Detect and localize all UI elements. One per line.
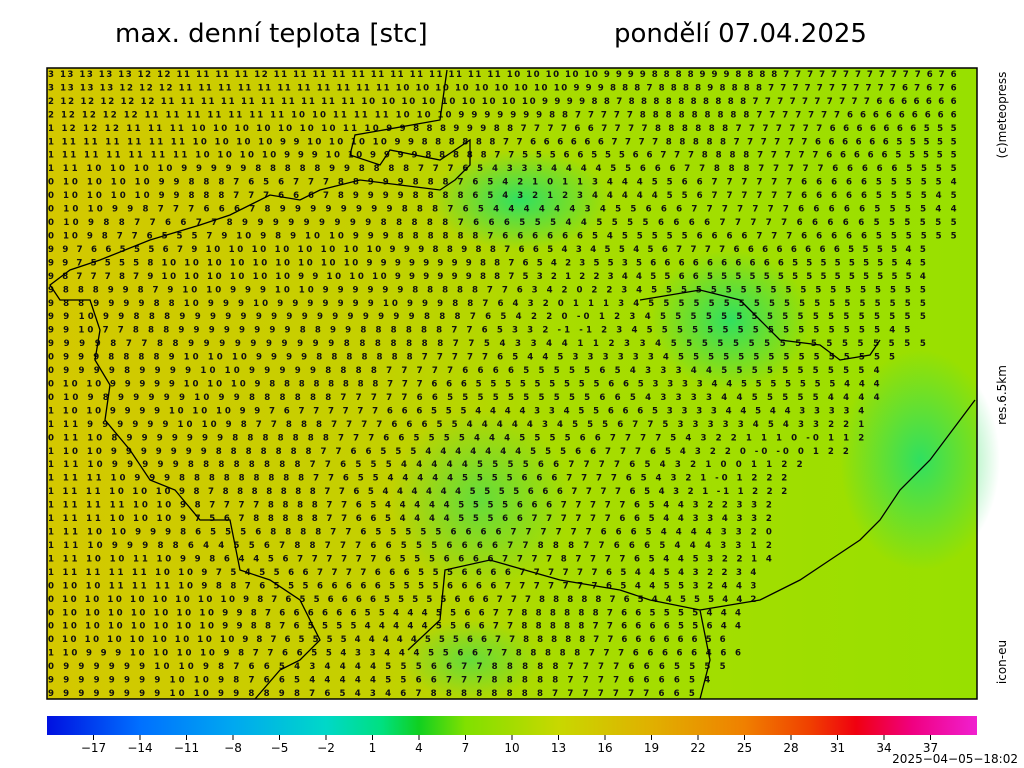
colorbar-label: −5 <box>271 741 289 755</box>
colorbar-label: 1 <box>369 741 377 755</box>
cold-area <box>390 410 570 590</box>
row-values: 0 10 10 10 10 10 10 10 10 9 8 7 6 5 5 5 … <box>48 635 726 645</box>
row-values: 0 10 10 10 10 10 10 10 9 9 8 8 7 6 5 5 5… <box>48 622 741 632</box>
row-values: 9 9 10 9 9 8 8 8 9 9 9 9 9 9 9 9 9 9 9 9… <box>48 312 926 322</box>
row-values: 0 10 9 8 7 7 6 5 5 5 7 9 10 9 8 9 10 10 … <box>48 231 957 241</box>
row-values: 1 11 10 9 9 9 8 8 6 4 4 5 5 6 7 8 8 7 7 … <box>48 541 772 551</box>
row-values: 0 9 9 9 9 9 9 10 10 9 8 7 6 6 5 4 3 4 4 … <box>48 662 726 672</box>
colorbar-label: −11 <box>174 741 199 755</box>
colorbar-label: −8 <box>224 741 242 755</box>
colorbar-label: 28 <box>783 741 798 755</box>
colorbar-label: 25 <box>737 741 752 755</box>
cold-area <box>650 250 810 390</box>
row-values: 1 11 10 10 11 10 9 9 8 6 4 4 5 6 7 7 7 7… <box>48 554 772 564</box>
row-values: 3 13 13 13 12 12 12 11 11 11 11 11 11 11… <box>48 83 957 93</box>
row-values: 1 10 10 9 9 9 9 10 10 10 9 9 7 6 7 7 7 7… <box>48 406 864 416</box>
colorbar-label: 10 <box>504 741 519 755</box>
row-values: 1 11 11 11 10 10 9 8 7 7 7 7 8 8 8 8 7 7… <box>48 501 772 511</box>
colorbar-label: 31 <box>830 741 845 755</box>
row-values: 1 11 10 10 10 10 9 9 9 9 9 8 8 8 8 8 9 9… <box>48 164 957 174</box>
colorbar-label: 19 <box>644 741 659 755</box>
cold-area <box>430 150 610 250</box>
row-values: 1 11 10 9 9 9 9 9 8 8 8 8 8 8 8 8 7 7 6 … <box>48 460 803 470</box>
colorbar <box>47 716 977 735</box>
row-values: 1 10 9 9 9 10 10 10 10 9 8 7 7 6 6 5 5 4… <box>48 649 741 659</box>
row-values: 1 11 11 11 11 11 11 10 10 10 10 9 9 10 1… <box>48 137 957 147</box>
map-frame <box>46 67 978 700</box>
row-values: 1 11 11 10 9 9 9 8 8 8 8 8 8 8 8 8 7 7 6… <box>48 474 787 484</box>
colorbar-label: −17 <box>81 741 106 755</box>
cold-area <box>400 620 540 700</box>
border <box>49 69 976 700</box>
row-values: 1 11 10 10 9 9 9 8 6 5 5 5 6 8 8 8 8 7 7… <box>48 528 772 538</box>
row-values: 3 13 13 13 13 12 12 11 11 11 11 12 11 11… <box>48 70 957 80</box>
row-values: 9 9 9 9 9 9 9 9 10 10 9 9 8 8 9 8 7 6 5 … <box>48 689 695 699</box>
row-values: 9 8 8 9 9 9 9 8 8 10 9 9 9 10 9 9 9 9 9 … <box>48 299 926 309</box>
row-values: 1 11 11 11 11 11 11 10 10 10 10 9 9 9 10… <box>48 151 957 161</box>
row-values: 0 10 10 10 10 9 9 8 8 8 7 7 7 6 6 6 7 8 … <box>48 191 957 201</box>
row-values: 9 9 9 9 9 9 9 9 10 10 9 8 7 6 6 5 4 4 4 … <box>48 676 710 686</box>
date: pondělí 07.04.2025 <box>614 19 867 49</box>
row-values: 9 9 9 9 8 7 7 8 8 9 9 9 9 9 9 9 9 9 9 8 … <box>48 339 926 349</box>
colorbar-label: 16 <box>597 741 612 755</box>
row-values: 9 9 7 6 6 5 5 5 6 7 9 10 10 10 10 10 10 … <box>48 245 926 255</box>
row-values: 0 10 10 10 10 10 10 10 9 9 8 7 6 6 6 6 6… <box>48 608 741 618</box>
row-values: 0 9 9 9 9 8 9 9 9 9 10 10 9 9 9 9 9 8 8 … <box>48 366 880 376</box>
row-values: 0 10 10 10 10 9 9 8 8 8 7 6 5 6 7 7 7 8 … <box>48 178 957 188</box>
row-values: 1 12 12 12 11 11 11 10 10 10 10 10 10 10… <box>48 124 957 134</box>
row-values: 0 10 10 9 9 9 9 9 10 10 10 9 8 8 8 8 8 8… <box>48 380 880 390</box>
row-values: 0 10 10 9 9 8 7 7 7 6 6 6 7 8 9 9 9 9 9 … <box>48 205 957 215</box>
title: max. denní teplota [stc] <box>115 19 428 49</box>
row-values: 9 8 8 8 9 9 8 7 9 10 10 9 9 9 10 10 9 9 … <box>48 285 926 295</box>
row-values: 1 11 11 10 10 10 9 7 5 6 7 8 8 8 8 8 7 7… <box>48 514 772 524</box>
colorbar-label: −2 <box>317 741 335 755</box>
colorbar-label: 4 <box>415 741 423 755</box>
row-values: 2 12 12 12 12 12 11 11 11 11 11 11 11 11… <box>48 97 957 107</box>
row-values: 0 10 9 8 9 9 9 9 9 10 9 9 8 8 8 8 8 8 7 … <box>48 393 880 403</box>
row-values: 1 11 9 9 9 9 9 9 10 10 9 8 7 7 8 8 8 7 7… <box>48 420 864 430</box>
colorbar-label: 37 <box>923 741 938 755</box>
resolution: res.6.5km <box>995 365 1009 425</box>
cold-area <box>840 350 1000 570</box>
colorbar-label: −14 <box>127 741 152 755</box>
row-values: 0 10 10 10 10 10 10 10 10 9 8 7 6 5 5 6 … <box>48 595 756 605</box>
copyright: (c)meteopress <box>995 72 1009 159</box>
colorbar-label: 34 <box>876 741 891 755</box>
model: icon-eu <box>995 640 1009 684</box>
colorbar-label: 22 <box>690 741 705 755</box>
colorbar-label: 13 <box>551 741 566 755</box>
row-values: 2 12 12 12 12 11 11 11 11 11 11 11 10 10… <box>48 110 957 120</box>
colorbar-ticks: −17 −14 −11 −8 −5 −2 1 4 7 10 13 16 19 22 25 28 31 34 37 <box>81 735 938 755</box>
row-values: 0 9 9 9 8 8 8 8 9 10 10 10 9 9 9 9 8 8 8… <box>48 353 895 363</box>
row-values: 1 10 10 9 9 9 9 9 9 9 8 8 8 8 8 8 8 7 7 … <box>48 447 849 457</box>
timestamp: 2025−04−05−18:02 <box>892 752 1018 766</box>
colorbar-label: 7 <box>462 741 470 755</box>
